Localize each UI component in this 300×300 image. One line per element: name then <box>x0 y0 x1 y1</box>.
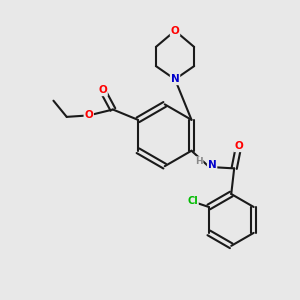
Text: H: H <box>195 157 203 166</box>
Text: O: O <box>98 85 107 95</box>
Text: Cl: Cl <box>187 196 198 206</box>
Text: O: O <box>84 110 93 120</box>
Text: N: N <box>208 160 217 170</box>
Text: O: O <box>234 141 243 151</box>
Text: N: N <box>171 74 179 84</box>
Text: O: O <box>171 26 179 36</box>
